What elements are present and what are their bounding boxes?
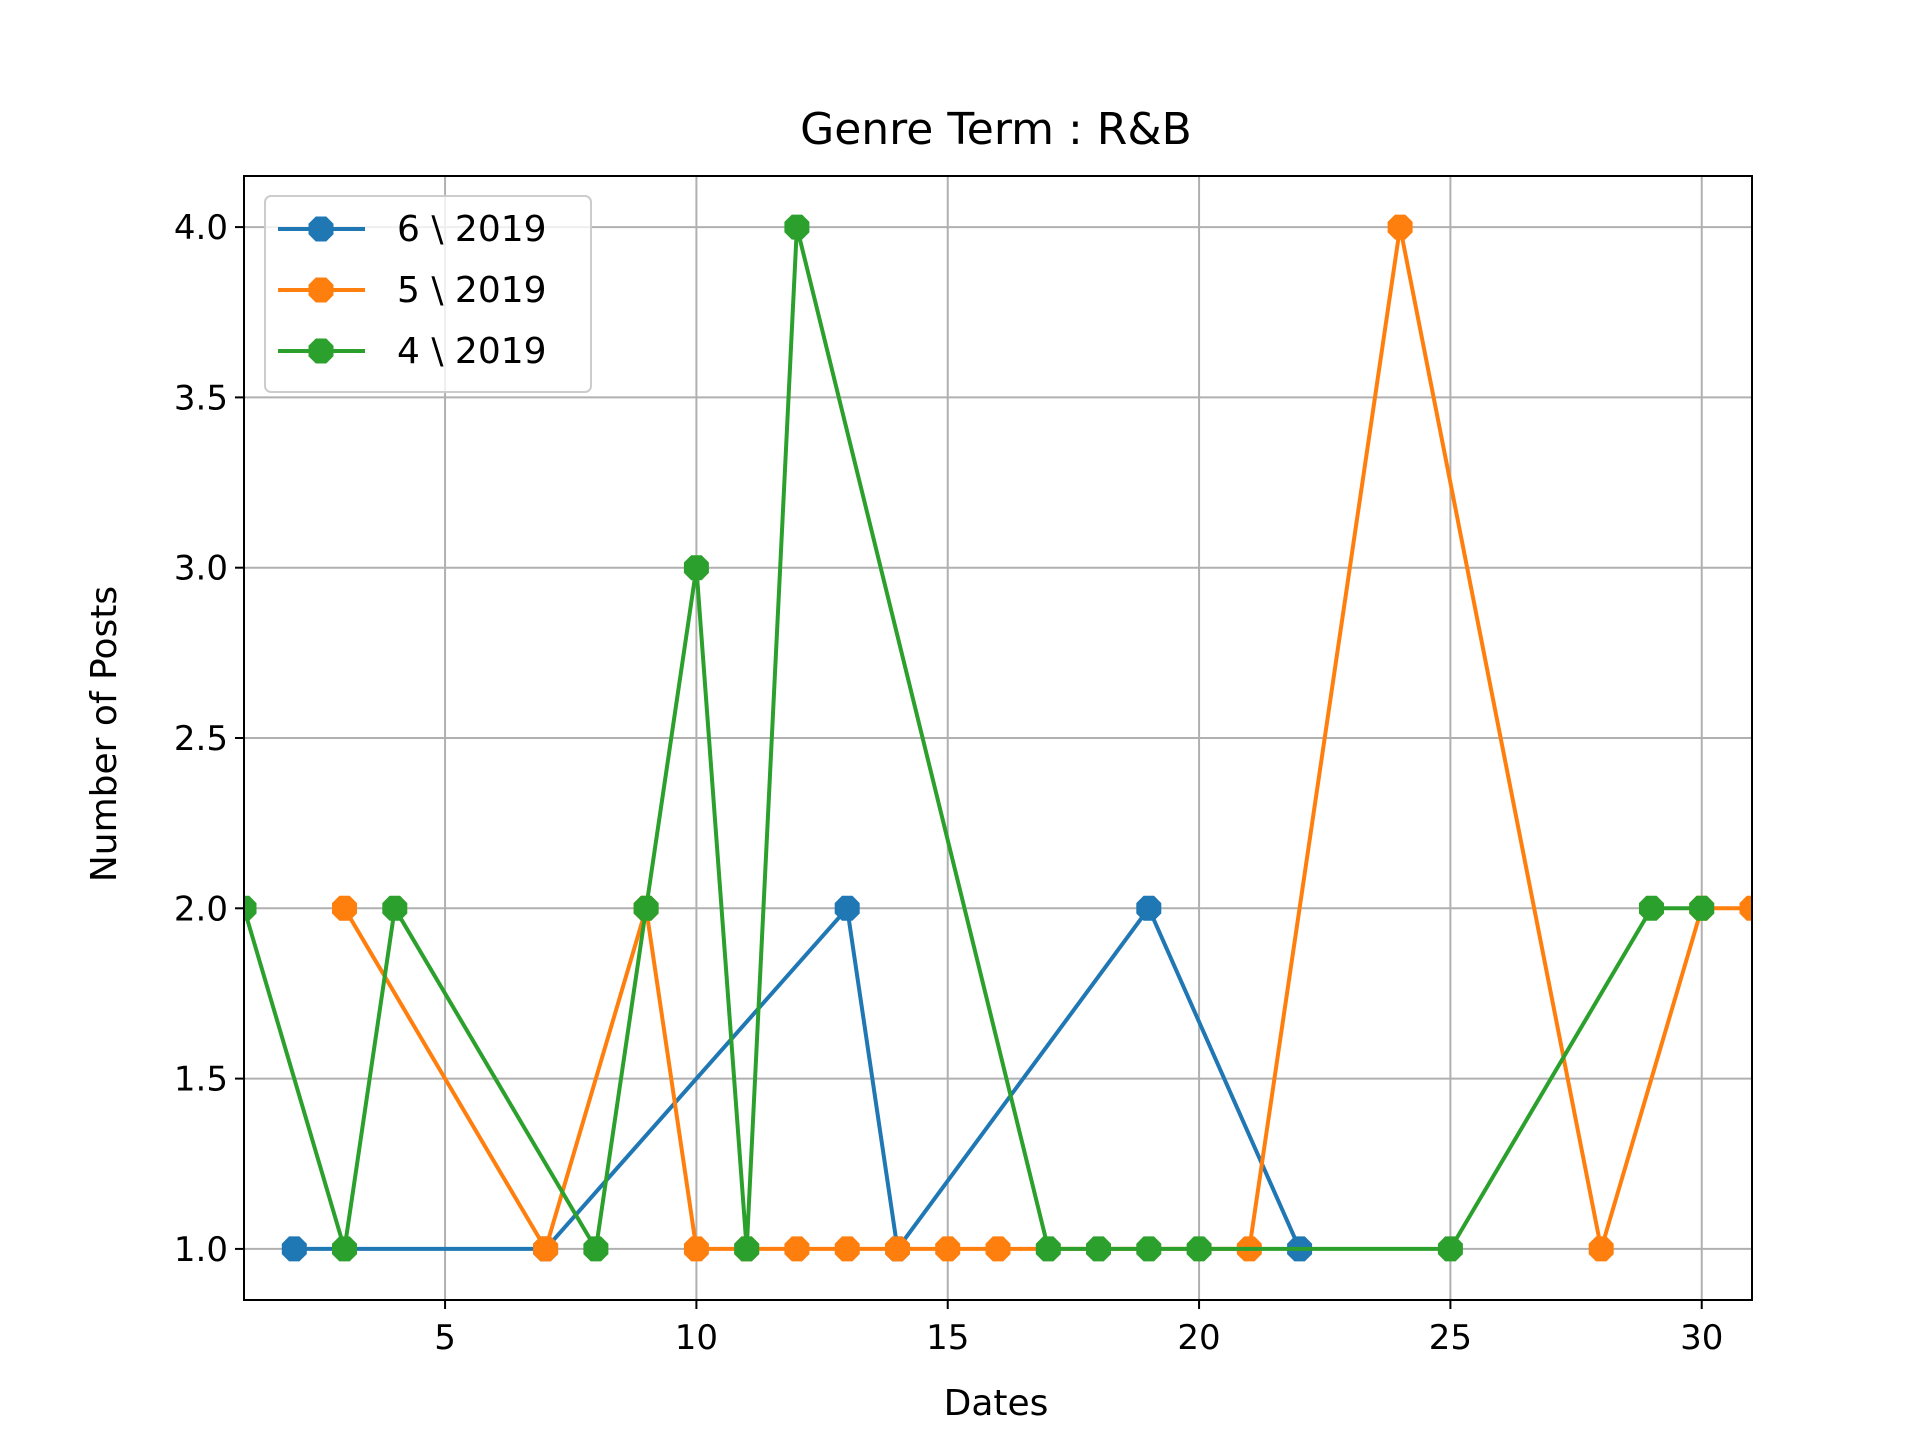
data-point xyxy=(1186,1236,1212,1262)
data-point xyxy=(1086,1236,1111,1262)
x-tick-label: 20 xyxy=(1177,1318,1220,1358)
data-point xyxy=(1136,895,1162,921)
y-tick-label: 3.0 xyxy=(174,549,228,589)
data-point xyxy=(784,1236,810,1262)
x-tick-label: 10 xyxy=(675,1318,718,1358)
data-point xyxy=(1588,1236,1614,1262)
legend-marker xyxy=(308,338,334,364)
y-tick-label: 1.0 xyxy=(174,1230,228,1270)
data-point xyxy=(1739,895,1752,921)
x-tick-label: 5 xyxy=(434,1318,456,1358)
y-tick-label: 1.5 xyxy=(174,1060,228,1100)
x-tick-label: 25 xyxy=(1429,1318,1472,1358)
x-tick-label: 30 xyxy=(1680,1318,1723,1358)
legend-label: 6 \ 2019 xyxy=(397,209,547,250)
y-tick-label: 2.5 xyxy=(174,719,228,759)
series-4-2019 xyxy=(244,214,1715,1262)
data-point xyxy=(583,1236,609,1262)
data-point xyxy=(784,214,810,240)
data-point xyxy=(1136,1236,1162,1262)
data-point xyxy=(1689,895,1715,921)
data-point xyxy=(633,895,659,921)
data-point xyxy=(332,895,357,921)
data-point xyxy=(1639,895,1664,921)
data-point xyxy=(683,1236,709,1262)
data-point xyxy=(1437,1236,1463,1262)
y-tick-label: 4.0 xyxy=(174,208,228,248)
axis-ticks: 5 10 15 20 25 30 1.0 1.5 2.0 2.5 3.0 3.5 4.0 xyxy=(174,208,1723,1358)
data-point xyxy=(683,555,709,581)
data-point xyxy=(332,1236,357,1262)
y-tick-label: 3.5 xyxy=(174,378,228,418)
data-point xyxy=(885,1236,910,1262)
series-line xyxy=(294,906,1302,1251)
legend-label: 4 \ 2019 xyxy=(397,331,547,372)
data-point xyxy=(985,1236,1011,1262)
legend: 6 \ 2019 5 \ 2019 4 \ 2019 xyxy=(264,195,592,393)
data-point xyxy=(281,1236,307,1262)
data-point xyxy=(382,895,408,921)
data-point xyxy=(1035,1236,1061,1262)
data-point xyxy=(1387,214,1413,240)
data-point xyxy=(834,895,860,921)
legend-label: 5 \ 2019 xyxy=(397,270,547,311)
series-layer xyxy=(244,214,1752,1262)
data-point xyxy=(244,895,257,921)
y-axis-label: Number of Posts xyxy=(84,586,125,882)
data-point xyxy=(533,1236,559,1262)
data-point xyxy=(935,1236,961,1262)
legend-box xyxy=(264,195,592,393)
y-tick-label: 2.0 xyxy=(174,889,228,929)
data-point xyxy=(734,1236,760,1262)
x-tick-label: 15 xyxy=(926,1318,969,1358)
legend-marker xyxy=(308,277,334,303)
x-axis-label: Dates xyxy=(944,1383,1049,1424)
legend-marker xyxy=(308,216,334,242)
data-point xyxy=(834,1236,860,1262)
chart-title: Genre Term : R&B xyxy=(800,104,1192,155)
